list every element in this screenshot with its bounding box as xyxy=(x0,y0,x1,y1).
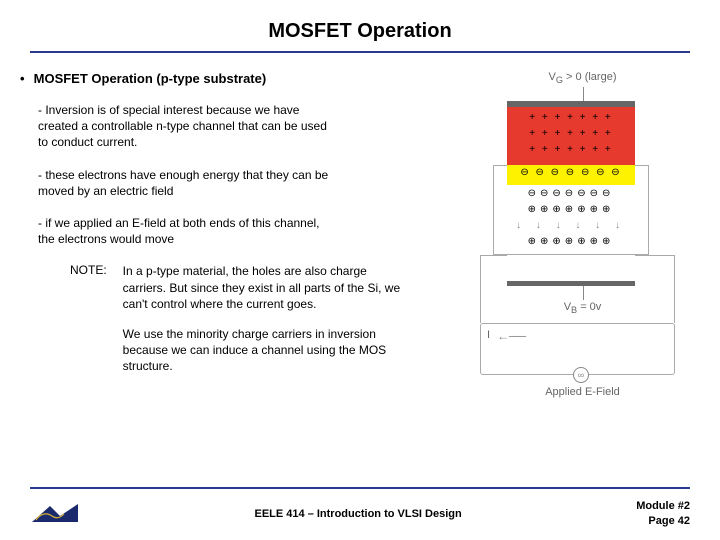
current-arrow-icon: ←── xyxy=(497,329,526,343)
substrate-lead xyxy=(583,286,584,300)
note-2: We use the minority charge carriers in i… xyxy=(123,326,403,375)
substrate-contact xyxy=(507,281,635,286)
paragraph-2: - these electrons have enough energy tha… xyxy=(38,167,338,199)
note-block: NOTE: In a p-type material, the holes ar… xyxy=(30,263,457,388)
gate-lead xyxy=(583,87,584,101)
current-label: I xyxy=(487,329,490,341)
depletion-edge-right xyxy=(635,165,649,185)
mosfet-diagram: VG > 0 (large) + + + + + + + + + + + + +… xyxy=(475,71,690,401)
gate-charge-row-1: + + + + + + + xyxy=(507,113,635,123)
efield-source-icon: ∞ xyxy=(573,367,589,383)
gate-charge-row-2: + + + + + + + xyxy=(507,129,635,139)
loop-tap-left xyxy=(480,255,507,256)
depletion-edge-left xyxy=(493,165,507,185)
footer-page: Page 42 xyxy=(636,514,690,528)
footer: EELE 414 – Introduction to VLSI Design M… xyxy=(30,487,690,528)
note-1: In a p-type material, the holes are also… xyxy=(123,263,403,312)
subtitle: • MOSFET Operation (p-type substrate) xyxy=(20,71,457,86)
diagram-column: VG > 0 (large) + + + + + + + + + + + + +… xyxy=(475,71,690,401)
electron-row: ⊖ ⊖ ⊖ ⊖ ⊖ ⊖ ⊖ xyxy=(507,168,635,178)
gate-charge-row-3: + + + + + + + xyxy=(507,145,635,155)
paragraph-1: - Inversion is of special interest becau… xyxy=(38,102,338,151)
footer-pageinfo: Module #2 Page 42 xyxy=(636,499,690,528)
acceptor-row-2: ⊕⊕⊕⊕⊕⊕⊕ xyxy=(507,237,635,247)
note-label: NOTE: xyxy=(70,263,107,388)
vg-label: VG > 0 (large) xyxy=(475,71,690,85)
slide-title: MOSFET Operation xyxy=(30,20,690,43)
efield-label: Applied E-Field xyxy=(475,386,690,398)
footer-divider xyxy=(30,487,690,489)
title-divider xyxy=(30,51,690,53)
donor-row: ⊕⊕⊕⊕⊕⊕⊕ xyxy=(507,205,635,215)
acceptor-row-1: ⊖⊖⊖⊖⊖⊖⊖ xyxy=(507,189,635,199)
loop-tap-right xyxy=(635,255,675,256)
school-logo-icon xyxy=(30,500,80,528)
subtitle-text: MOSFET Operation (p-type substrate) xyxy=(34,71,267,86)
bullet-icon: • xyxy=(20,71,30,86)
paragraph-3: - if we applied an E-field at both ends … xyxy=(38,215,338,247)
footer-module: Module #2 xyxy=(636,499,690,513)
text-column: • MOSFET Operation (p-type substrate) - … xyxy=(30,71,457,401)
vb-label: VB = 0v xyxy=(475,301,690,315)
efield-arrows: ↓ ↓ ↓ ↓ ↓ ↓ xyxy=(515,221,627,231)
footer-course: EELE 414 – Introduction to VLSI Design xyxy=(80,508,636,520)
